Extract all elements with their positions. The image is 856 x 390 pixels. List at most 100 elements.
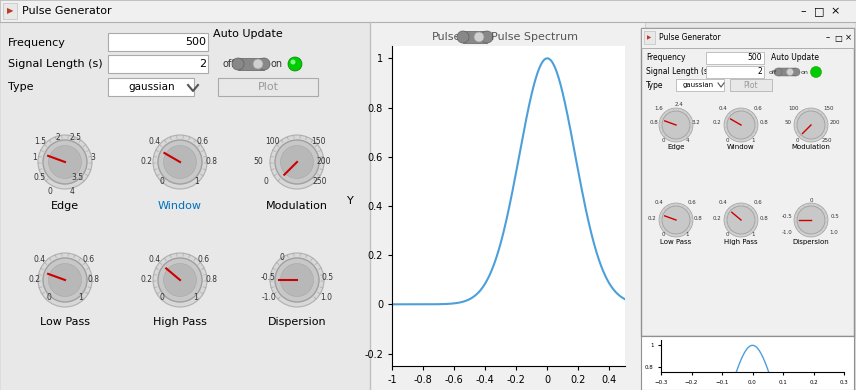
Bar [238,58,264,70]
Text: 3.2: 3.2 [692,121,700,126]
Text: 0.8: 0.8 [206,275,218,284]
Circle shape [290,60,295,64]
Bar [108,33,208,51]
Text: 0: 0 [661,232,665,238]
Text: 0.6: 0.6 [83,255,95,264]
Text: 0.2: 0.2 [141,275,153,284]
Text: on: on [801,69,809,74]
Text: 0.4: 0.4 [149,255,161,264]
Text: 0: 0 [280,254,284,262]
Text: 0: 0 [795,138,799,142]
Text: Edge: Edge [668,144,685,150]
Text: 100: 100 [265,136,279,145]
Text: ×: × [830,6,840,16]
Circle shape [702,342,709,349]
Text: 0: 0 [46,294,51,303]
Text: 0: 0 [159,294,164,303]
Text: 250: 250 [312,177,327,186]
Text: Low Pass: Low Pass [40,317,90,327]
Bar [706,52,764,64]
Text: 4: 4 [686,138,689,142]
Circle shape [727,206,755,234]
Text: Frequency: Frequency [8,38,66,48]
Bar [3,3,17,19]
Text: 1: 1 [686,232,689,238]
Text: Dispersion: Dispersion [793,239,829,245]
Text: High Pass: High Pass [153,317,207,327]
Text: off: off [769,69,777,74]
Text: gaussian: gaussian [682,82,714,88]
Circle shape [38,135,92,189]
Text: □: □ [834,34,842,43]
Text: 0.8: 0.8 [206,156,218,165]
Text: 0: 0 [48,186,52,195]
Bar [641,336,854,390]
Circle shape [691,341,699,349]
Text: off: off [223,59,235,69]
Circle shape [792,68,800,76]
Circle shape [275,258,319,302]
Text: 0: 0 [159,177,164,186]
Text: 0.2: 0.2 [713,216,722,220]
Text: 0: 0 [725,138,728,142]
Circle shape [158,258,202,302]
Text: Dispersion: Dispersion [268,317,326,327]
Circle shape [38,253,92,307]
Text: 2.5: 2.5 [70,133,82,142]
Circle shape [662,206,690,234]
Text: Pulse Spectrum: Pulse Spectrum [491,32,578,42]
Circle shape [49,145,81,179]
Circle shape [659,203,693,237]
Text: Window: Window [728,144,755,150]
Text: Plot: Plot [744,80,758,89]
Bar [0,22,370,390]
Text: Frequency: Frequency [646,53,686,62]
Text: Type: Type [8,82,33,92]
Text: 0.2: 0.2 [29,275,41,284]
Bar [218,78,318,96]
Bar [676,79,724,91]
Text: 0.4: 0.4 [719,106,728,110]
Circle shape [232,58,244,70]
Text: 1.6: 1.6 [655,106,663,110]
Circle shape [281,145,313,179]
Text: 0.5: 0.5 [830,215,840,220]
Text: 0: 0 [661,138,665,142]
Circle shape [724,108,758,142]
Text: Auto Update: Auto Update [213,29,282,39]
Bar [730,79,772,91]
Text: ▶: ▶ [647,35,651,41]
Circle shape [797,111,825,139]
Text: 50: 50 [784,121,792,126]
Text: 1: 1 [33,154,38,163]
Text: Edge: Edge [51,201,79,211]
Text: High Pass: High Pass [724,239,758,245]
Circle shape [253,59,263,69]
Text: –: – [826,34,830,43]
Circle shape [258,58,270,70]
Text: 0.8: 0.8 [759,121,769,126]
Circle shape [794,203,828,237]
Bar [706,66,764,78]
Circle shape [659,108,693,142]
Text: 0: 0 [264,177,269,186]
Circle shape [707,341,715,349]
Text: 0: 0 [725,232,728,238]
Text: Pulse Spectrum: Pulse Spectrum [716,342,770,348]
Text: Pulse Generator: Pulse Generator [659,34,721,43]
Circle shape [281,264,313,296]
Text: -1.0: -1.0 [262,292,276,301]
Circle shape [811,67,822,78]
Text: Signal Length (s): Signal Length (s) [8,59,103,69]
Text: ▶: ▶ [7,7,13,16]
Circle shape [43,140,87,184]
Text: 0.4: 0.4 [719,200,728,206]
Text: 1.0: 1.0 [829,229,838,234]
Text: 500: 500 [185,37,206,47]
Text: 0.4: 0.4 [149,136,161,145]
Text: 1: 1 [193,294,199,303]
Text: 0.5: 0.5 [34,172,46,181]
Text: □: □ [814,6,824,16]
Circle shape [662,111,690,139]
Text: Low Pass: Low Pass [660,239,692,245]
